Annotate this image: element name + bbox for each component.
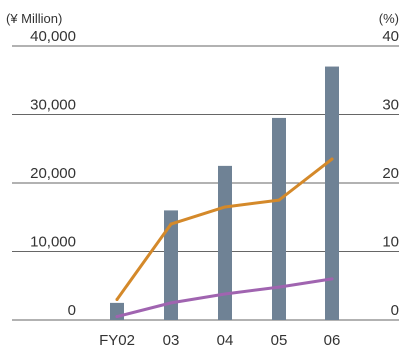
bar <box>272 117 286 320</box>
gridlines <box>12 45 399 321</box>
line-point <box>277 198 281 202</box>
right-axis-ticks: 40 30 20 10 0 <box>382 28 399 319</box>
line-point <box>223 205 227 209</box>
line-series <box>115 157 334 319</box>
line-point <box>277 285 281 289</box>
left-tick-label: 10,000 <box>30 234 76 251</box>
right-tick-label: 40 <box>382 28 399 45</box>
bar <box>164 210 178 320</box>
right-axis-unit: (%) <box>379 11 399 26</box>
bar <box>325 66 339 320</box>
right-tick-label: 20 <box>382 165 399 182</box>
left-tick-label: 40,000 <box>30 28 76 45</box>
right-tick-label: 30 <box>382 97 399 114</box>
category-label: 03 <box>163 332 180 349</box>
right-tick-label: 0 <box>391 302 399 319</box>
category-label: 04 <box>217 332 234 349</box>
bar <box>218 165 232 320</box>
line-point <box>330 157 334 161</box>
category-label: FY02 <box>99 332 135 349</box>
line-point <box>330 277 334 281</box>
left-tick-label: 20,000 <box>30 165 76 182</box>
left-axis-ticks: 40,000 30,000 20,000 10,000 0 <box>30 28 76 319</box>
category-label: 06 <box>324 332 341 349</box>
line-point <box>169 222 173 226</box>
left-tick-label: 0 <box>68 302 76 319</box>
right-tick-label: 10 <box>382 234 399 251</box>
line-point <box>115 297 119 301</box>
category-label: 05 <box>271 332 288 349</box>
left-tick-label: 30,000 <box>30 97 76 114</box>
bar-series <box>110 66 339 320</box>
left-axis-unit: (¥ Million) <box>6 11 62 26</box>
category-labels: FY02 03 04 05 06 <box>99 332 340 349</box>
line-point <box>115 315 119 319</box>
line-point <box>169 301 173 305</box>
line-point <box>223 292 227 296</box>
